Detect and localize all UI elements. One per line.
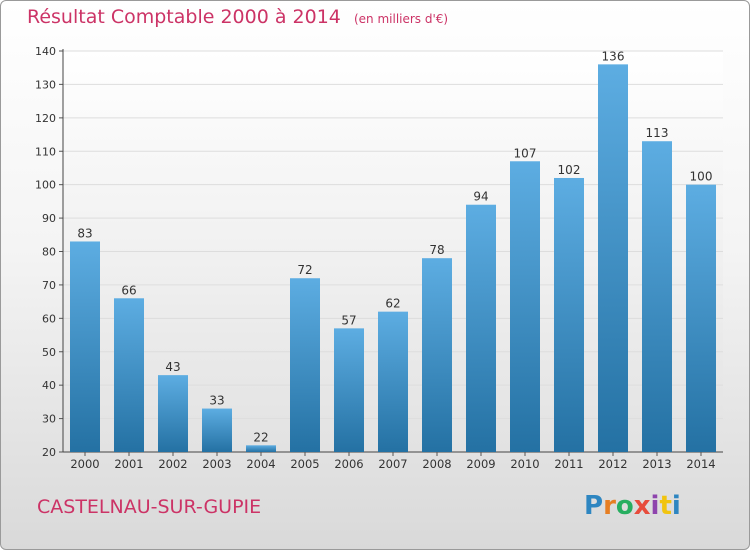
x-tick-label: 2005 (290, 457, 319, 471)
bar-2004 (246, 445, 276, 452)
y-tick-label: 70 (42, 279, 56, 292)
data-label: 113 (646, 126, 669, 140)
data-label: 22 (253, 430, 268, 444)
data-label: 62 (385, 297, 400, 311)
y-tick-label: 130 (35, 78, 56, 91)
y-tick-label: 20 (42, 446, 56, 459)
bar-2008 (422, 258, 452, 452)
y-tick-label: 80 (42, 246, 56, 259)
x-tick-label: 2000 (70, 457, 99, 471)
data-label: 102 (558, 163, 581, 177)
y-tick-label: 60 (42, 312, 56, 325)
proxiti-logo: Proxiti (584, 491, 681, 521)
data-label: 83 (77, 226, 92, 240)
x-tick-label: 2006 (334, 457, 363, 471)
bar-2002 (158, 375, 188, 452)
bar-2011 (554, 177, 584, 452)
bar-2009 (466, 204, 496, 452)
x-tick-label: 2009 (466, 457, 495, 471)
data-label: 33 (209, 394, 224, 408)
data-label: 136 (602, 49, 625, 63)
bar-2014 (686, 184, 716, 452)
logo-letter: x (633, 491, 651, 521)
x-tick-label: 2012 (598, 457, 627, 471)
x-tick-label: 2001 (114, 457, 143, 471)
y-tick-label: 100 (35, 179, 56, 192)
bar-2003 (202, 408, 232, 452)
bar-2001 (114, 298, 144, 452)
title-text: Résultat Comptable 2000 à 2014 (27, 6, 341, 28)
logo-letter: t (659, 491, 672, 521)
y-tick-label: 90 (42, 212, 56, 225)
logo-letter: P (584, 491, 604, 521)
logo-letter: r (603, 491, 616, 521)
bar-2012 (598, 64, 628, 452)
y-tick-label: 120 (35, 112, 56, 125)
data-label: 78 (429, 243, 444, 257)
x-tick-label: 2013 (642, 457, 671, 471)
logo-letter: i (671, 491, 681, 521)
x-tick-label: 2008 (422, 457, 451, 471)
x-tick-label: 2004 (246, 457, 275, 471)
bar-2013 (642, 141, 672, 452)
data-label: 100 (690, 170, 713, 184)
x-tick-label: 2007 (378, 457, 407, 471)
bar-2010 (510, 161, 540, 452)
y-tick-label: 110 (35, 145, 56, 158)
x-tick-label: 2003 (202, 457, 231, 471)
commune-name: CASTELNAU-SUR-GUPIE (37, 496, 262, 518)
chart-title: Résultat Comptable 2000 à 2014 (en milli… (27, 6, 448, 28)
x-tick-label: 2002 (158, 457, 187, 471)
bar-2005 (290, 278, 320, 452)
x-tick-label: 2011 (554, 457, 583, 471)
unit-text: (en milliers d'€) (353, 12, 449, 26)
x-tick-label: 2014 (686, 457, 715, 471)
y-tick-label: 50 (42, 346, 56, 359)
bar-2006 (334, 328, 364, 452)
logo-letter: o (615, 491, 634, 521)
data-label: 94 (473, 190, 488, 204)
y-tick-label: 140 (35, 45, 56, 58)
y-tick-label: 40 (42, 379, 56, 392)
bar-2000 (70, 241, 100, 452)
data-label: 43 (165, 360, 180, 374)
y-tick-label: 30 (42, 413, 56, 426)
logo-letter: i (650, 491, 660, 521)
data-label: 107 (514, 146, 537, 160)
data-label: 66 (121, 283, 136, 297)
bar-2007 (378, 311, 408, 452)
data-label: 72 (297, 263, 312, 277)
x-tick-label: 2010 (510, 457, 539, 471)
data-label: 57 (341, 313, 356, 327)
